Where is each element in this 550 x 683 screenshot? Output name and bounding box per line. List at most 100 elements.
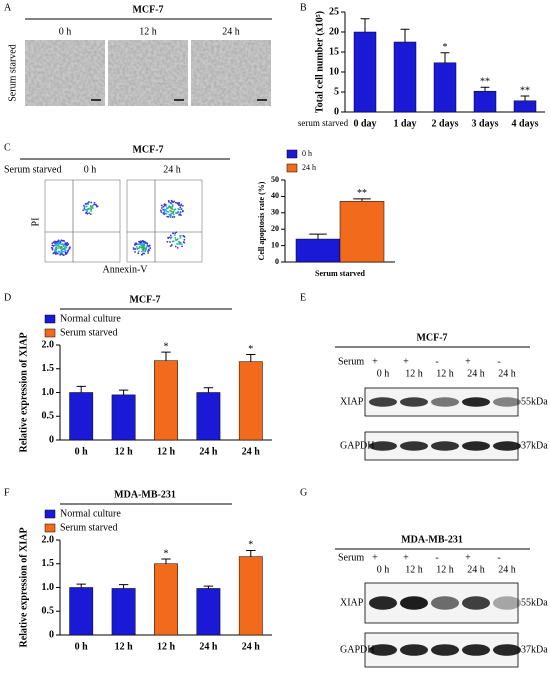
flow-event (172, 240, 175, 243)
flow-event (159, 209, 162, 212)
serum-sign: + (465, 552, 471, 563)
legend-swatch (44, 328, 56, 338)
flow-event (177, 203, 180, 205)
flow-event (133, 244, 136, 246)
flow-event (90, 208, 92, 211)
y-label: Relative expression of XIAP (18, 332, 29, 452)
x-tick-label: 12 h (115, 446, 134, 457)
x-tick-label: 24 h (199, 446, 218, 457)
blot-band (462, 644, 490, 656)
flow-event (183, 235, 186, 238)
micrograph-texture (25, 40, 105, 106)
flow-event (92, 207, 94, 209)
blot-size: 55kDa (521, 396, 548, 407)
flow-event (66, 243, 68, 246)
y-tick-label: 0 (334, 106, 339, 117)
flow-event (60, 239, 63, 242)
flow-event (183, 238, 186, 241)
significance: ** (357, 188, 367, 199)
flow-event (148, 249, 150, 252)
flow-event (141, 243, 144, 245)
time-label: 24 h (498, 368, 516, 379)
flow-event (175, 212, 178, 214)
flow-event (137, 247, 140, 249)
flow-event (170, 199, 173, 202)
flow-event (175, 231, 178, 234)
y-tick-label: 0 (49, 629, 54, 640)
flow-event (174, 236, 177, 239)
flow-event (86, 212, 89, 215)
flow-event (171, 208, 174, 210)
flow-event (177, 210, 179, 213)
flow-event (69, 246, 71, 249)
flow-event (163, 211, 166, 213)
error-bar (246, 549, 256, 557)
x-tick-label: 12 h (157, 446, 176, 457)
flow-event (160, 207, 163, 209)
flow-event (144, 250, 147, 253)
flow-event (179, 235, 182, 237)
blot-band (400, 596, 428, 610)
error-bar (161, 558, 171, 564)
blot-band (400, 644, 428, 656)
x-tick-label: 24 h (242, 446, 261, 457)
y-tick-label: 0 (275, 257, 279, 266)
blot-band (369, 644, 397, 656)
legend-label: Normal culture (60, 508, 121, 519)
flow-event (143, 242, 146, 245)
flow-event (166, 210, 168, 213)
flow-event (134, 251, 136, 253)
flow-event (180, 204, 182, 207)
x-tick-label: 4 days (512, 118, 539, 129)
flow-event (137, 252, 140, 255)
bar (69, 587, 94, 636)
flow-event (170, 202, 173, 205)
flow-event (82, 204, 85, 207)
flow-event (93, 201, 96, 204)
flow-event (57, 250, 60, 253)
flow-event (90, 201, 93, 204)
serum-sign: + (372, 552, 378, 563)
flow-event (166, 240, 169, 243)
legend-label: 0 h (302, 149, 312, 158)
time-label: 0 h (377, 368, 390, 379)
x-tick-label: 12 h (115, 641, 134, 652)
error-bar (520, 95, 530, 101)
flow-event (169, 241, 171, 243)
flow-event (167, 199, 170, 202)
error-bar (353, 198, 371, 202)
flow-event (66, 250, 69, 253)
flow-event (59, 253, 62, 256)
flow-event (63, 248, 66, 251)
flow-event (180, 243, 183, 245)
flow-event (167, 211, 170, 213)
y-tick-label: 20 (329, 26, 339, 37)
blot-band (369, 397, 397, 407)
column-label: 0 h (84, 164, 97, 175)
significance: * (248, 344, 253, 355)
blot-size: 37kDa (521, 440, 548, 451)
x-tick-label: 12 h (157, 641, 176, 652)
bar (295, 238, 341, 263)
flow-event (64, 251, 67, 254)
flow-event (171, 206, 173, 209)
error-bar (203, 387, 214, 393)
time-label: 12 h (436, 564, 454, 575)
flow-event (141, 246, 144, 249)
flow-event (139, 240, 142, 243)
flow-event (55, 242, 58, 245)
significance: * (164, 341, 169, 352)
flow-event (51, 248, 54, 251)
serum-sign: + (465, 356, 471, 367)
serum-sign: + (403, 356, 409, 367)
time-label: 24 h (467, 368, 485, 379)
y-tick-label: 2.0 (42, 534, 55, 545)
flow-event (57, 247, 60, 249)
flow-event (60, 251, 63, 254)
y-tick-label: 1.5 (42, 558, 55, 569)
blot-band (462, 596, 490, 610)
y-tick-label: 0.5 (42, 606, 55, 617)
flow-event (180, 208, 183, 210)
serum-label: Serum (338, 356, 364, 367)
bar (393, 41, 417, 113)
